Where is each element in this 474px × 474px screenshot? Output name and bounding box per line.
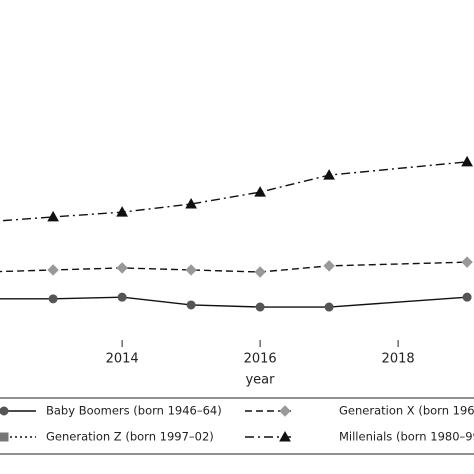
legend-label: Generation Z (born 1997–02) — [46, 430, 214, 444]
x-tick-label: 2012 — [0, 352, 1, 367]
legend-marker — [0, 406, 9, 416]
x-axis-title: year — [245, 373, 275, 388]
legend-marker — [0, 432, 9, 442]
legend-label: Generation X (born 1965–80) — [339, 404, 474, 418]
marker — [461, 256, 473, 268]
marker — [116, 262, 128, 274]
x-tick-label: 2014 — [106, 352, 139, 367]
legend-marker — [279, 430, 291, 442]
marker — [323, 169, 335, 180]
marker — [323, 260, 335, 272]
series-line — [0, 296, 468, 308]
marker — [461, 155, 473, 167]
marker — [185, 197, 197, 209]
marker — [254, 186, 266, 197]
marker — [116, 206, 128, 217]
x-tick-label: 2016 — [244, 352, 277, 367]
marker — [48, 294, 58, 304]
marker — [47, 264, 59, 276]
marker — [185, 264, 197, 276]
series-line — [0, 161, 468, 222]
series-line — [0, 261, 468, 273]
marker — [462, 292, 472, 302]
marker — [254, 266, 266, 278]
marker — [324, 302, 334, 312]
legend-label: Baby Boomers (born 1946–64) — [46, 404, 222, 418]
legend-marker — [279, 405, 291, 417]
marker — [47, 210, 59, 222]
marker — [255, 302, 265, 312]
legend-box — [0, 397, 474, 455]
legend: Baby Boomers (born 1946–64) Generation X … — [0, 404, 474, 444]
x-tick-label: 2018 — [382, 352, 415, 367]
legend-label: Millenials (born 1980–99) — [339, 430, 474, 444]
marker — [117, 292, 127, 302]
marker — [186, 300, 196, 310]
